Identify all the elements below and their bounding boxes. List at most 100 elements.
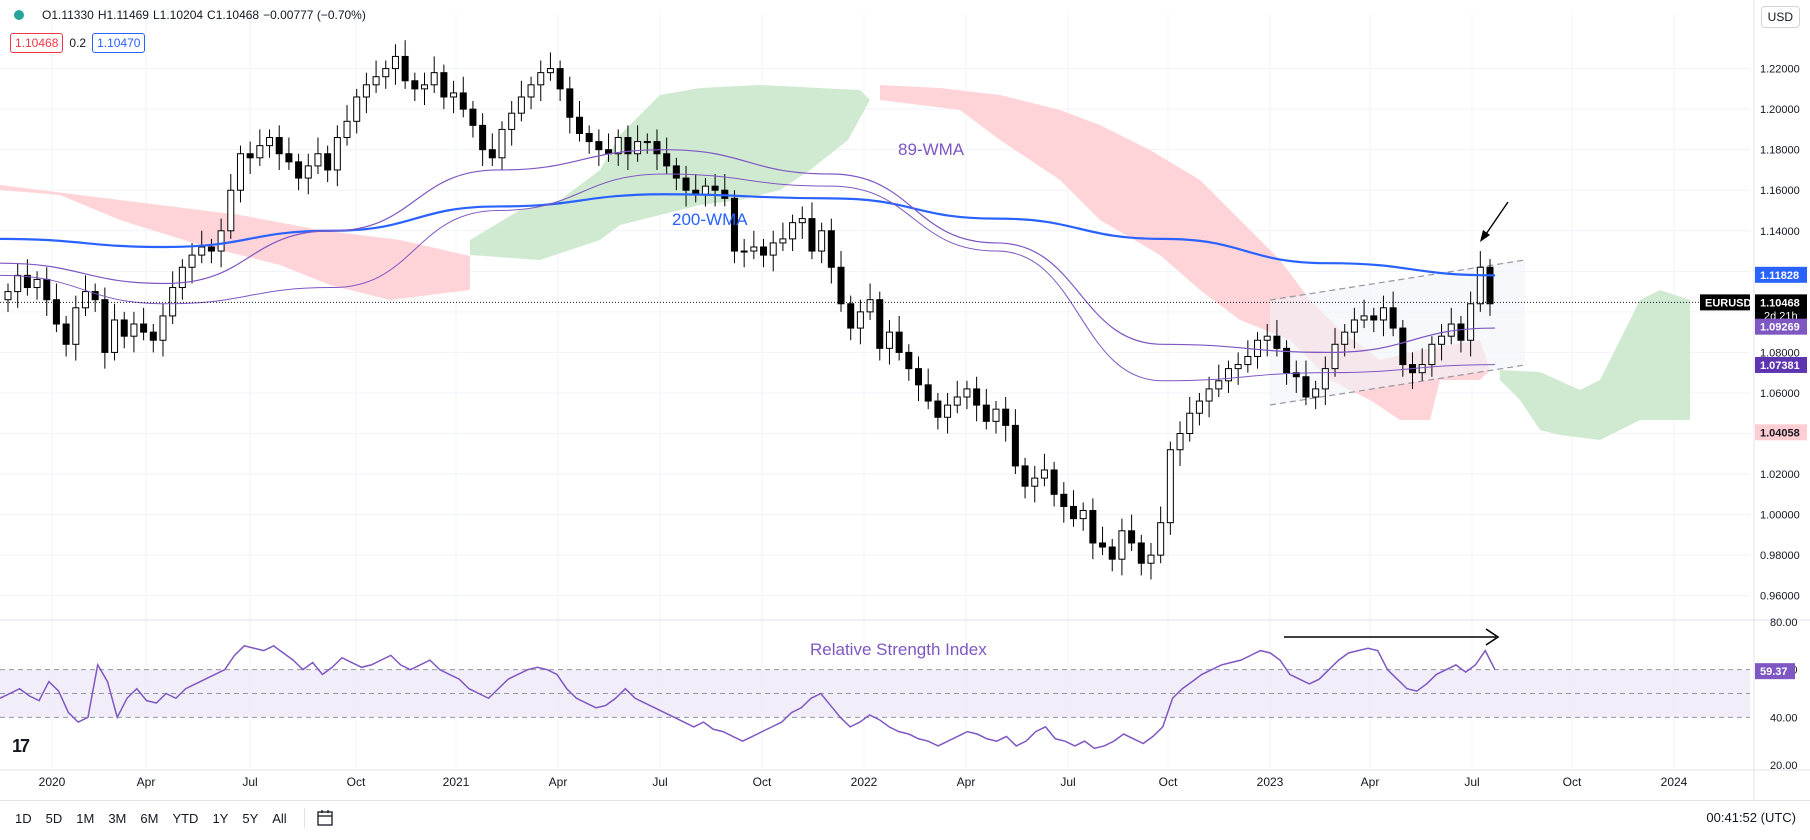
timeframe-button-all[interactable]: All xyxy=(272,810,287,826)
symbol-label-bg xyxy=(1700,294,1750,311)
timeframe-button-6m[interactable]: 6M xyxy=(140,810,159,826)
candle-body xyxy=(440,72,448,98)
candle xyxy=(944,392,952,434)
candle xyxy=(450,80,458,114)
candle xyxy=(556,60,564,102)
price-label-bg xyxy=(1755,266,1807,283)
channel-lower-line xyxy=(1269,364,1526,406)
timeframe-button-1y[interactable]: 1Y xyxy=(212,810,229,826)
candle-body xyxy=(1089,510,1097,544)
candle-body xyxy=(546,68,554,74)
candle xyxy=(382,60,390,89)
sell-price-button[interactable]: 1.10468 xyxy=(10,33,64,53)
calendar-icon[interactable] xyxy=(315,808,335,828)
rsi-line xyxy=(0,644,1496,750)
rsi-arrow-head xyxy=(1485,628,1500,646)
candle-body xyxy=(411,80,419,90)
candle-body xyxy=(1438,335,1446,345)
time-tick-label: Jul xyxy=(652,775,667,789)
candle-body xyxy=(295,161,303,179)
candle-body xyxy=(1002,408,1010,426)
timeframe-button-1d[interactable]: 1D xyxy=(15,810,32,826)
rsi-tick-label: 80.00 xyxy=(1770,617,1798,629)
candle xyxy=(1021,457,1029,499)
candle xyxy=(1089,498,1097,560)
candle xyxy=(750,230,758,260)
candle-body xyxy=(391,55,399,70)
candle-body xyxy=(876,299,884,349)
buy-price-button[interactable]: 1.10470 xyxy=(92,33,146,53)
candle-body xyxy=(421,84,429,90)
timeframe-button-3m[interactable]: 3M xyxy=(108,810,127,826)
tradingview-logo[interactable]: 17 xyxy=(12,736,30,756)
price-tick-label: 1.14000 xyxy=(1760,226,1800,238)
candle-body xyxy=(1060,493,1068,507)
time-tick-label: 2021 xyxy=(443,775,470,789)
candle-body xyxy=(963,388,971,398)
time-tick-label: Apr xyxy=(137,775,156,789)
candle-body xyxy=(1147,554,1155,564)
candle-body xyxy=(1234,364,1242,370)
price-tick-label: 1.08000 xyxy=(1760,347,1800,359)
candle xyxy=(924,368,932,410)
timeframe-button-5d[interactable]: 5D xyxy=(45,810,63,826)
currency-button[interactable]: USD xyxy=(1760,6,1800,28)
price-label-bg xyxy=(1755,318,1807,335)
candle xyxy=(818,222,826,264)
candle xyxy=(682,165,690,207)
candle xyxy=(779,222,787,252)
candle-body xyxy=(1292,372,1300,378)
legend-close: C1.10468 xyxy=(207,8,260,22)
candle xyxy=(527,76,535,110)
candle-body xyxy=(111,319,119,353)
candle-body xyxy=(992,408,1000,422)
candle xyxy=(769,230,777,272)
candle-body xyxy=(1263,335,1271,341)
candle-body xyxy=(227,189,235,232)
wma-lower-line xyxy=(0,173,1496,382)
candle xyxy=(130,311,138,353)
timeframe-button-ytd[interactable]: YTD xyxy=(172,810,199,826)
candle-body xyxy=(343,120,351,139)
candle xyxy=(876,291,884,361)
candle-body xyxy=(779,238,787,244)
candle xyxy=(1312,380,1320,410)
ohlc-legend: O1.11330 H1.11469 L1.10204 C1.10468 −0.0… xyxy=(14,8,366,22)
candle-body xyxy=(188,254,196,268)
callout-arrow-head xyxy=(1480,230,1490,242)
timeframe-button-1m[interactable]: 1M xyxy=(76,810,95,826)
candle-body xyxy=(1457,323,1465,341)
candle xyxy=(266,129,274,158)
candle-body xyxy=(149,331,157,341)
candle-body xyxy=(169,287,177,317)
timeframe-button-5y[interactable]: 5Y xyxy=(242,810,259,826)
candle xyxy=(1244,340,1252,373)
candle-body xyxy=(701,185,709,195)
candle-body xyxy=(760,246,768,256)
moving-averages xyxy=(0,149,1750,382)
clock-display[interactable]: 00:41:52 (UTC) xyxy=(1706,810,1796,825)
price-label-text: 1.04058 xyxy=(1760,427,1800,439)
price-label-text: 1.09269 xyxy=(1760,322,1800,334)
candle xyxy=(479,113,487,166)
candle xyxy=(1079,502,1087,531)
candle xyxy=(663,137,671,175)
candle-body xyxy=(847,303,855,329)
candle-body xyxy=(837,266,845,305)
candle xyxy=(847,295,855,341)
candle xyxy=(295,153,303,191)
candle xyxy=(760,238,768,268)
candle xyxy=(256,129,264,166)
candle xyxy=(285,137,293,170)
candle-body xyxy=(275,137,283,155)
candle-body xyxy=(537,72,545,86)
candle xyxy=(1166,441,1174,535)
rsi-value-text: 59.37 xyxy=(1760,666,1788,678)
candle xyxy=(440,64,448,110)
candle-body xyxy=(459,92,467,110)
candle xyxy=(1215,364,1223,398)
candle xyxy=(101,287,109,369)
candle-body xyxy=(120,319,128,337)
candle xyxy=(33,271,41,300)
